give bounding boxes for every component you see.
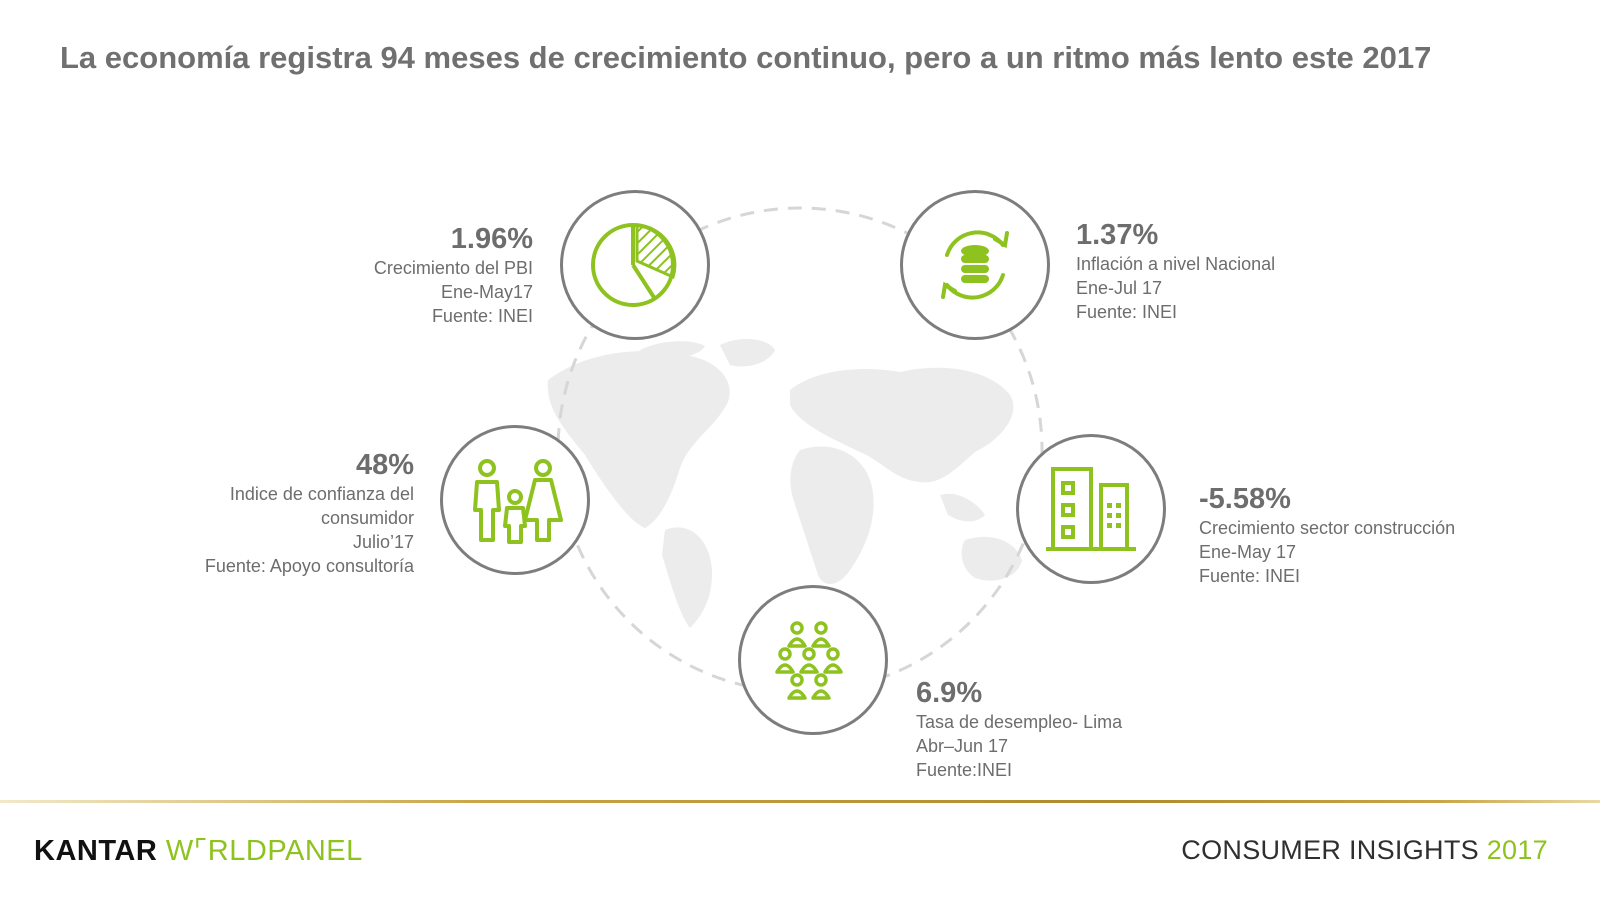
stat-label-cont: consumidor — [320, 508, 414, 528]
stat-period: Ene-May17 — [440, 282, 533, 302]
desempleo-icon-circle — [738, 585, 888, 735]
world-map-background — [547, 338, 1022, 628]
stat-period: Ene-Jul 17 — [1076, 278, 1163, 298]
stat-construccion: -5.58% Crecimiento sector construcción E… — [1199, 482, 1455, 588]
brand-logo: KANTAR W⌜RLDPANEL — [34, 833, 363, 868]
insights-year: 2017 — [1486, 835, 1548, 865]
stat-source: Fuente: INEI — [431, 306, 533, 326]
stat-source: Fuente: INEI — [1199, 566, 1301, 586]
stat-value: 6.9% — [916, 677, 983, 709]
brand-kantar: KANTAR — [34, 835, 158, 867]
stat-source: Fuente: INEI — [1076, 302, 1178, 322]
stat-pbi: 1.96% Crecimiento del PBI Ene-May17 Fuen… — [374, 222, 533, 328]
stat-inflacion: 1.37% Inflación a nivel Nacional Ene-Jul… — [1076, 218, 1275, 324]
stat-source: Fuente: Apoyo consultoría — [204, 556, 414, 576]
brand-worldpanel: W⌜RLDPANEL — [165, 835, 363, 867]
inflacion-icon-circle — [900, 190, 1050, 340]
stat-period: Ene-May 17 — [1199, 542, 1297, 562]
stat-label: Indice de confianza del — [229, 484, 414, 504]
insights-text: CONSUMER INSIGHTS — [1181, 835, 1479, 865]
page-title: La economía registra 94 meses de crecimi… — [60, 40, 1432, 75]
footer-divider — [0, 800, 1600, 803]
coins-cycle-icon — [941, 230, 1009, 300]
confianza-icon-circle — [440, 425, 590, 575]
family-icon — [473, 459, 563, 544]
stat-period: Abr–Jun 17 — [916, 736, 1009, 756]
dashed-ring — [556, 206, 1044, 694]
stat-desempleo: 6.9% Tasa de desempleo- Lima Abr–Jun 17 … — [916, 676, 1122, 782]
stat-value: 1.96% — [450, 223, 533, 255]
stat-value: 1.37% — [1076, 219, 1159, 251]
consumer-insights-label: CONSUMER INSIGHTS 2017 — [1181, 835, 1548, 866]
stat-confianza: 48% Indice de confianza del consumidor J… — [205, 448, 414, 578]
stat-period: Julio’17 — [352, 532, 414, 552]
stat-label: Crecimiento sector construcción — [1199, 518, 1456, 538]
stat-source: Fuente:INEI — [916, 760, 1013, 780]
stat-label: Inflación a nivel Nacional — [1076, 254, 1276, 274]
stat-value: -5.58% — [1199, 483, 1291, 515]
pie-chart-icon — [591, 223, 677, 307]
stat-label: Crecimiento del PBI — [373, 258, 533, 278]
buildings-icon — [1046, 467, 1136, 551]
stat-value: 48% — [355, 449, 414, 481]
stat-label: Tasa de desempleo- Lima — [916, 712, 1123, 732]
construccion-icon-circle — [1016, 434, 1166, 584]
crowd-icon — [775, 621, 843, 700]
pbi-icon-circle — [560, 190, 710, 340]
